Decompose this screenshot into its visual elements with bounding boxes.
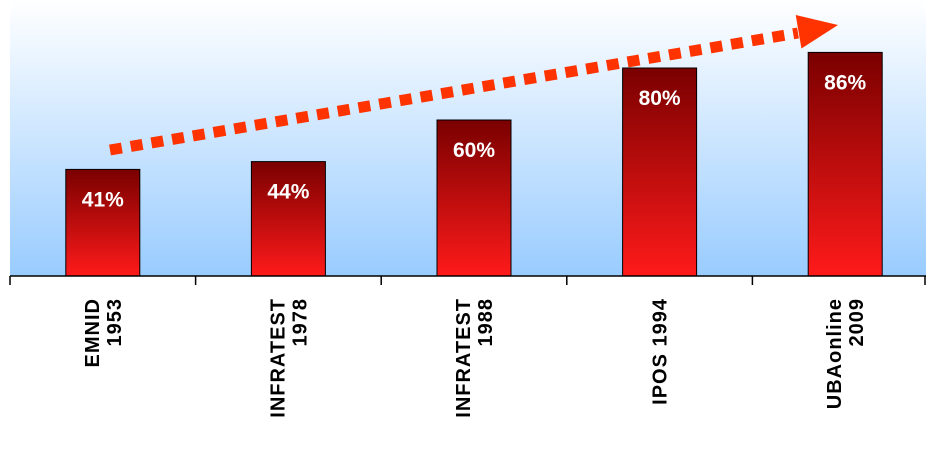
bar [807,51,883,277]
trend-arrow [109,14,838,156]
category-tick-label: INFRATEST [453,298,475,418]
category-tick-label: EMNID [82,298,104,367]
category-tick-label: 1953 [104,298,126,347]
category-tick-label: IPOS 1994 [650,298,672,405]
bar [65,168,141,277]
category-label: UBAonline 2009 [824,298,868,409]
bar-value-label: 60% [453,139,495,162]
bar [622,67,698,277]
category-tick-label: 1978 [289,298,311,347]
category-tick-label: INFRATEST [267,298,289,418]
bar [250,161,326,277]
bar-value-label: 41% [82,188,124,211]
category-label: INFRATEST 1988 [453,298,497,418]
bar-value-label: 80% [639,87,681,110]
bar-value-label: 86% [824,71,866,94]
category-label: EMNID 1953 [82,298,126,367]
bars: 41% 44% 60% 80% 86% [65,51,883,277]
category-label: IPOS 1994 [650,298,672,405]
x-axis [9,275,926,285]
category-tick-label: 2009 [846,298,868,347]
category-label: INFRATEST 1978 [267,298,311,418]
category-tick-label: 1988 [475,298,497,347]
trend-arrow-shaft [109,27,799,156]
bar [436,119,512,277]
bar-value-label: 44% [267,181,309,204]
category-labels: EMNID 1953 INFRATEST 1978 INFRATEST 1988 IPOS … [82,298,868,418]
trend-arrow-head [795,14,838,49]
category-tick-label: UBAonline [824,298,846,409]
